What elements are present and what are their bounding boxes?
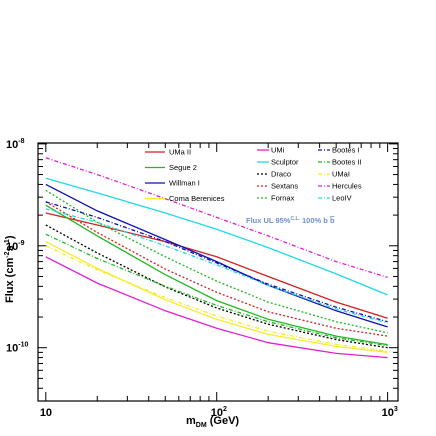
- series-line-uma-ii: [45, 212, 388, 319]
- legend-label-willman-i: Willman I: [169, 179, 200, 188]
- y-axis-title: Flux (cm-2s-1): [4, 235, 16, 303]
- series-line-segue-2: [45, 204, 388, 346]
- series-line-draco: [45, 224, 388, 349]
- x-axis-title-sub: DM: [196, 422, 207, 429]
- legend-label-segue-2: Segue 2: [169, 163, 197, 172]
- plot-frame: [37, 142, 399, 402]
- x-tick-label-exp: 3: [394, 406, 398, 413]
- legend-label-draco: Draco: [271, 170, 291, 179]
- x-tick-label-base: 10: [40, 407, 52, 419]
- x-tick-label-base: 10: [382, 407, 394, 419]
- y-axis-title-sup1: -2: [4, 251, 11, 257]
- legend-label-umai: UMaI: [332, 170, 350, 179]
- y-tick-label: 10-10: [6, 342, 28, 355]
- y-tick-label: 10-9: [6, 240, 25, 253]
- y-tick-label-exp: -10: [18, 342, 28, 349]
- x-axis-title: mDM (GeV): [186, 415, 239, 429]
- series-layer: [45, 157, 388, 359]
- series-line-bootes-ii: [45, 233, 388, 347]
- y-tick-label-exp: -8: [18, 138, 24, 145]
- annotation-tail: 100% b: [300, 216, 330, 225]
- annotation-main: Flux UL 95%: [246, 216, 291, 225]
- x-axis-title-unit: (GeV): [207, 415, 240, 427]
- legend-label-fornax: Fornax: [271, 194, 295, 203]
- x-tick-label-base: 10: [211, 407, 223, 419]
- series-line-umi: [45, 256, 388, 359]
- y-tick-label-base: 10: [6, 139, 18, 151]
- y-tick-label-exp: -9: [18, 240, 24, 247]
- series-line-umai: [45, 245, 388, 353]
- legend-label-umi: UMi: [271, 146, 285, 155]
- legend-label-uma-ii: UMa II: [169, 148, 191, 157]
- y-axis-title-mid: s: [4, 245, 16, 251]
- legend-label-coma-berenices: Coma Berenices: [169, 194, 225, 203]
- series-line-coma-berenices: [45, 241, 388, 354]
- legend-label-bootes-ii: Bootes II: [332, 158, 362, 167]
- x-tick-label: 10: [40, 407, 52, 419]
- legend-label-sextans: Sextans: [271, 182, 298, 191]
- series-line-fornax: [45, 189, 388, 334]
- series-line-sculptor: [45, 177, 388, 296]
- annotation-sup: C.L.: [290, 216, 300, 222]
- annotation-text: Flux UL 95%C.L. 100% b b: [246, 216, 335, 225]
- legend-label-hercules: Hercules: [332, 182, 362, 191]
- series-line-willman-i: [45, 183, 388, 328]
- annotation-bbar: b: [330, 216, 335, 225]
- series-line-hercules: [45, 157, 388, 279]
- legend-label-leoiv: LeoIV: [332, 194, 352, 203]
- x-tick-label: 102: [211, 406, 227, 419]
- y-tick-label-base: 10: [6, 343, 18, 355]
- x-tick-label-exp: 2: [223, 406, 227, 413]
- series-line-bootes-i: [45, 201, 388, 323]
- x-axis: 10 102 103: [37, 143, 398, 419]
- series-line-sextans: [45, 201, 388, 337]
- series-line-leoiv: [45, 208, 388, 324]
- x-tick-label: 103: [382, 406, 398, 419]
- y-tick-label: 10-8: [6, 138, 25, 151]
- y-axis-title-end: ): [4, 235, 16, 239]
- legend-label-sculptor: Sculptor: [271, 158, 299, 167]
- y-tick-label-base: 10: [6, 241, 18, 253]
- legend: UMa II Segue 2 Willman I Coma Berenices UMi S…: [145, 146, 362, 203]
- y-axis-title-sup2: -1: [4, 239, 11, 245]
- legend-label-bootes-i: Bootes I: [332, 146, 360, 155]
- x-axis-title-main: m: [186, 415, 196, 427]
- y-axis-title-main: Flux (cm: [4, 258, 16, 303]
